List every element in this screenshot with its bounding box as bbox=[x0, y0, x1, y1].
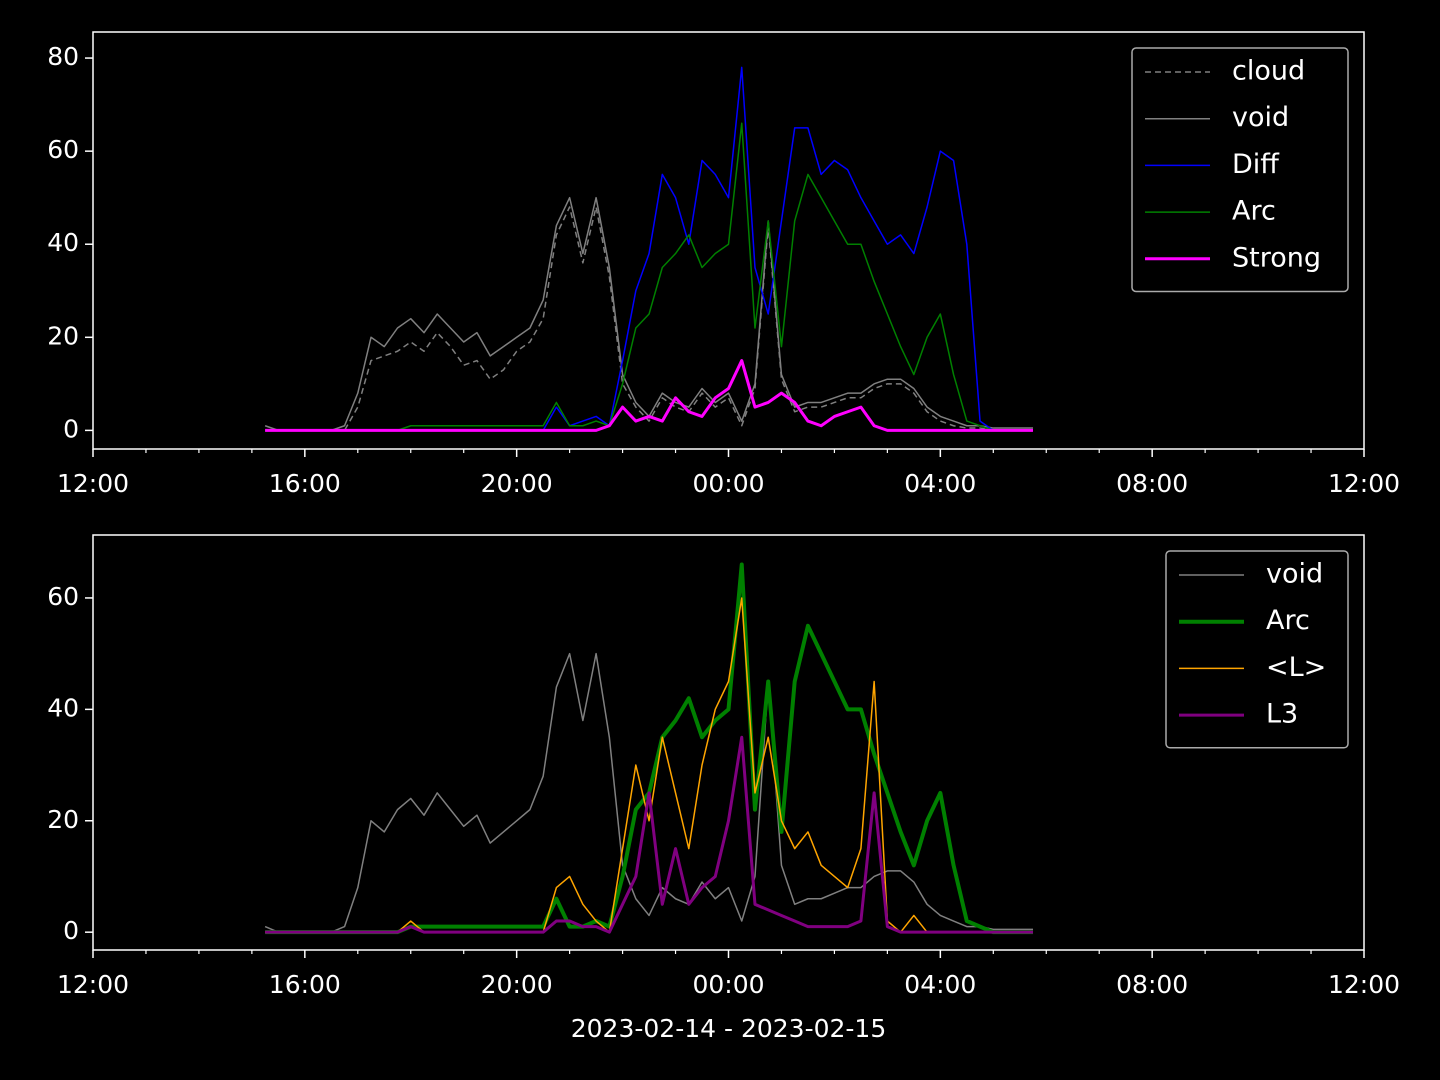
x-tick-label: 16:00 bbox=[269, 469, 341, 498]
x-tick-label: 12:00 bbox=[57, 469, 129, 498]
legend-box bbox=[1131, 47, 1349, 293]
legend-label: <L> bbox=[1266, 652, 1326, 683]
x-tick-label: 00:00 bbox=[692, 970, 764, 999]
x-tick-label: 12:00 bbox=[57, 970, 129, 999]
axes-frame bbox=[92, 31, 1365, 450]
legend-label: Arc bbox=[1266, 605, 1310, 636]
axes-frame bbox=[92, 534, 1365, 951]
y-tick-label: 0 bbox=[63, 414, 79, 443]
x-tick-label: 12:00 bbox=[1328, 469, 1400, 498]
x-tick-label: 20:00 bbox=[481, 970, 553, 999]
legend-label: void bbox=[1266, 559, 1323, 590]
legend-label: Diff bbox=[1232, 149, 1280, 180]
y-tick-label: 20 bbox=[47, 805, 79, 834]
x-axis-label: 2023-02-14 - 2023-02-15 bbox=[571, 1014, 887, 1043]
series-line bbox=[265, 359, 1034, 432]
legend-label: Strong bbox=[1232, 242, 1321, 273]
legend-label: Arc bbox=[1232, 196, 1276, 227]
series-line bbox=[264, 652, 1034, 933]
y-tick-label: 60 bbox=[47, 135, 79, 164]
x-tick-label: 20:00 bbox=[481, 469, 553, 498]
series-line bbox=[265, 735, 1034, 934]
y-tick-label: 60 bbox=[47, 582, 79, 611]
y-tick-label: 40 bbox=[47, 693, 79, 722]
y-tick-label: 40 bbox=[47, 228, 79, 257]
x-tick-label: 08:00 bbox=[1116, 469, 1188, 498]
x-tick-label: 12:00 bbox=[1328, 970, 1400, 999]
legend-label: void bbox=[1232, 102, 1289, 133]
legend-box bbox=[1165, 550, 1349, 749]
series-line bbox=[265, 206, 1034, 432]
y-tick-label: 80 bbox=[47, 42, 79, 71]
x-tick-label: 00:00 bbox=[692, 469, 764, 498]
x-tick-label: 04:00 bbox=[904, 469, 976, 498]
legend-label: L3 bbox=[1266, 699, 1298, 730]
legend-label: cloud bbox=[1232, 56, 1305, 87]
y-tick-label: 0 bbox=[63, 916, 79, 945]
x-tick-label: 08:00 bbox=[1116, 970, 1188, 999]
x-tick-label: 04:00 bbox=[904, 970, 976, 999]
y-tick-label: 20 bbox=[47, 321, 79, 350]
x-tick-label: 16:00 bbox=[269, 970, 341, 999]
